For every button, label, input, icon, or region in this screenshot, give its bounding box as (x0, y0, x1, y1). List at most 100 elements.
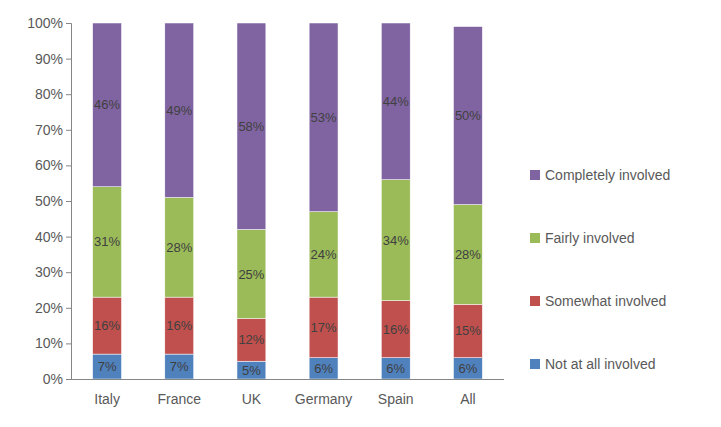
y-tick-label: 100% (27, 15, 63, 31)
bar (165, 354, 194, 379)
plot: 7%7%5%6%6%6%16%16%12%17%16%15%31%28%25%2… (27, 15, 504, 407)
bar (237, 229, 266, 318)
legend: Completely involved Fairly involved Somewh… (530, 167, 670, 372)
y-tick-label: 0% (43, 371, 63, 387)
x-tick: Germany (295, 379, 353, 407)
x-tick-label: Germany (295, 391, 353, 407)
chart: 7%7%5%6%6%6%16%16%12%17%16%15%31%28%25%2… (0, 0, 721, 427)
bar (453, 304, 482, 357)
data-label: 53% (311, 110, 337, 125)
bar (93, 297, 122, 354)
data-label: 46% (94, 97, 120, 112)
y-tick: 0% (43, 371, 71, 387)
data-label: 24% (311, 247, 337, 262)
x-tick: France (157, 379, 201, 407)
data-label: 6% (386, 361, 405, 376)
data-label: 50% (455, 108, 481, 123)
data-label: 6% (459, 361, 478, 376)
data-label: 16% (383, 322, 409, 337)
y-tick-mark (66, 23, 71, 24)
bar (309, 212, 338, 297)
bars (93, 23, 483, 379)
bar (93, 23, 122, 187)
data-label: 49% (166, 103, 192, 118)
bar (93, 187, 122, 297)
y-tick: 50% (35, 193, 71, 209)
y-tick-mark (66, 379, 71, 380)
bar (165, 297, 194, 354)
x-axis-line (71, 379, 504, 380)
legend-swatch (530, 170, 540, 180)
bar (165, 23, 194, 197)
y-tick-label: 20% (35, 300, 63, 316)
data-label: 31% (94, 234, 120, 249)
bar (453, 358, 482, 379)
bar (309, 23, 338, 212)
bar (453, 27, 482, 205)
y-tick-mark (66, 308, 71, 309)
x-tick: Italy (94, 379, 120, 407)
x-tick-label: Spain (378, 391, 414, 407)
y-tick-mark (66, 272, 71, 273)
y-tick: 20% (35, 300, 71, 316)
bar (237, 318, 266, 361)
data-label: 12% (238, 332, 264, 347)
y-tick-label: 90% (35, 51, 63, 67)
y-axis-line (66, 24, 72, 380)
y-tick-mark (66, 201, 71, 202)
y-tick-label: 70% (35, 122, 63, 138)
bar (93, 354, 122, 379)
y-tick-label: 50% (35, 193, 63, 209)
legend-swatch (530, 359, 540, 369)
y-axis: 0% 10% 20% 30% 40% 50% 60% 70% 80% 90% 100% (27, 15, 71, 387)
y-tick: 70% (35, 122, 71, 138)
data-label: 5% (242, 363, 261, 378)
x-tick: Spain (378, 379, 414, 407)
y-tick-mark (66, 237, 71, 238)
data-label: 7% (98, 359, 117, 374)
data-label: 7% (170, 359, 189, 374)
x-tick-label: France (157, 391, 201, 407)
y-tick-mark (66, 165, 71, 166)
y-tick: 60% (35, 157, 71, 173)
y-tick: 40% (35, 229, 71, 245)
y-tick: 10% (35, 335, 71, 351)
bar (237, 23, 266, 229)
y-tick-mark (66, 94, 71, 95)
y-tick-label: 30% (35, 264, 63, 280)
x-tick: All (460, 379, 476, 407)
y-tick-label: 40% (35, 229, 63, 245)
y-tick-mark (66, 343, 71, 344)
data-label: 15% (455, 323, 481, 338)
legend-label: Somewhat involved (545, 293, 666, 309)
bar (381, 23, 410, 180)
data-label: 17% (311, 320, 337, 335)
legend-label: Not at all involved (545, 356, 656, 372)
y-tick: 80% (35, 86, 71, 102)
y-tick-label: 80% (35, 86, 63, 102)
bar (237, 361, 266, 379)
y-tick-mark (66, 59, 71, 60)
x-tick-label: UK (242, 391, 262, 407)
y-tick: 100% (27, 15, 71, 31)
y-tick-mark (66, 130, 71, 131)
bar (453, 205, 482, 305)
legend-label: Completely involved (545, 167, 670, 183)
y-tick: 30% (35, 264, 71, 280)
bar (381, 358, 410, 379)
bar (309, 358, 338, 379)
data-label: 25% (238, 267, 264, 282)
data-label: 16% (94, 318, 120, 333)
y-tick-label: 60% (35, 157, 63, 173)
legend-label: Fairly involved (545, 230, 634, 246)
data-label: 44% (383, 94, 409, 109)
bar (381, 180, 410, 301)
legend-swatch (530, 296, 540, 306)
bar (309, 297, 338, 358)
bar (381, 301, 410, 358)
data-label: 58% (238, 119, 264, 134)
data-label: 16% (166, 318, 192, 333)
data-label: 34% (383, 233, 409, 248)
x-tick: UK (242, 379, 262, 407)
bar (165, 197, 194, 297)
